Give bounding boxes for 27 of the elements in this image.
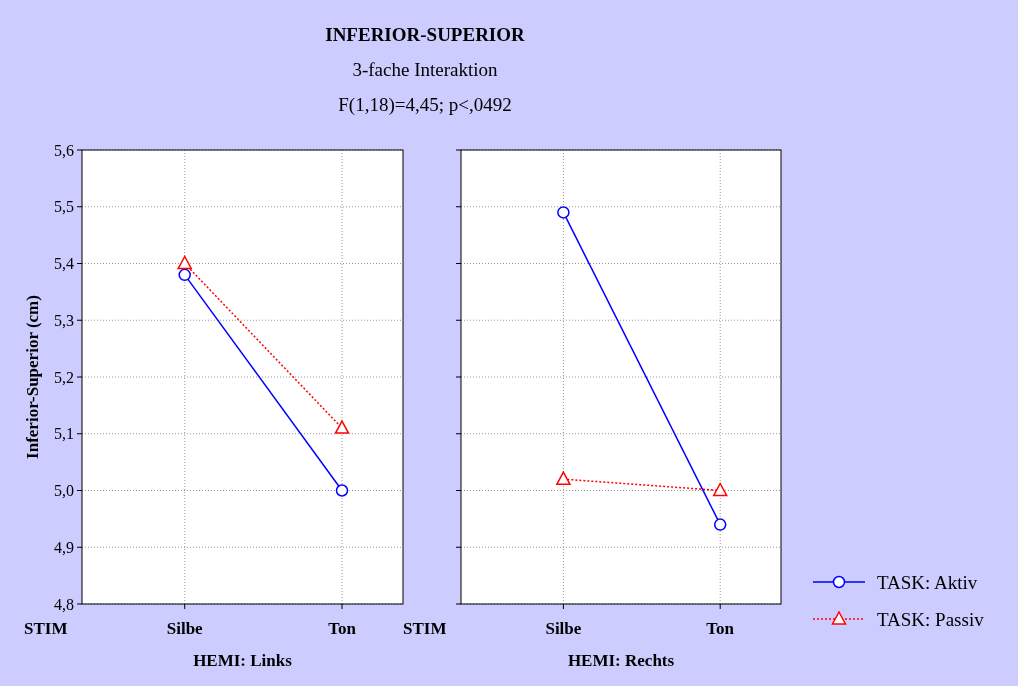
y-tick-label: 5,1 (54, 425, 74, 443)
y-tick-label: 5,2 (54, 368, 74, 386)
text: F(1,18)=4,45; p<,0492 (338, 94, 512, 116)
legend-label: TASK: Aktiv (877, 571, 978, 593)
point (557, 206, 570, 219)
x-axis-title: HEMI: Links (193, 651, 293, 670)
legend-label: TASK: Passiv (877, 608, 985, 630)
point (713, 518, 727, 531)
x-tick-label: Ton (706, 619, 735, 638)
chart-title: INFERIOR-SUPERIOR (325, 24, 526, 45)
x-tick-label: Silbe (545, 619, 582, 638)
y-tick-label: 5,4 (54, 255, 74, 273)
point (335, 484, 349, 497)
text: STIM (24, 619, 68, 638)
x-tick-label: Silbe (166, 619, 204, 638)
x-axis-title: HEMI: Rechts (567, 651, 675, 670)
x-tick-label: Ton (328, 619, 357, 638)
y-tick-label: 4,8 (54, 595, 74, 613)
y-tick-label: 5,6 (54, 141, 74, 159)
y-axis-title: Inferior-Superior (cm) (23, 295, 42, 459)
text: STIM (403, 619, 447, 638)
chart-subtitle: 3-fache Interaktion (352, 59, 499, 80)
point (178, 268, 191, 282)
y-tick-label: 5,0 (54, 482, 74, 500)
y-tick-label: 4,9 (54, 538, 74, 556)
y-tick-label: 5,5 (54, 198, 74, 216)
y-tick-label: 5,3 (54, 311, 74, 329)
